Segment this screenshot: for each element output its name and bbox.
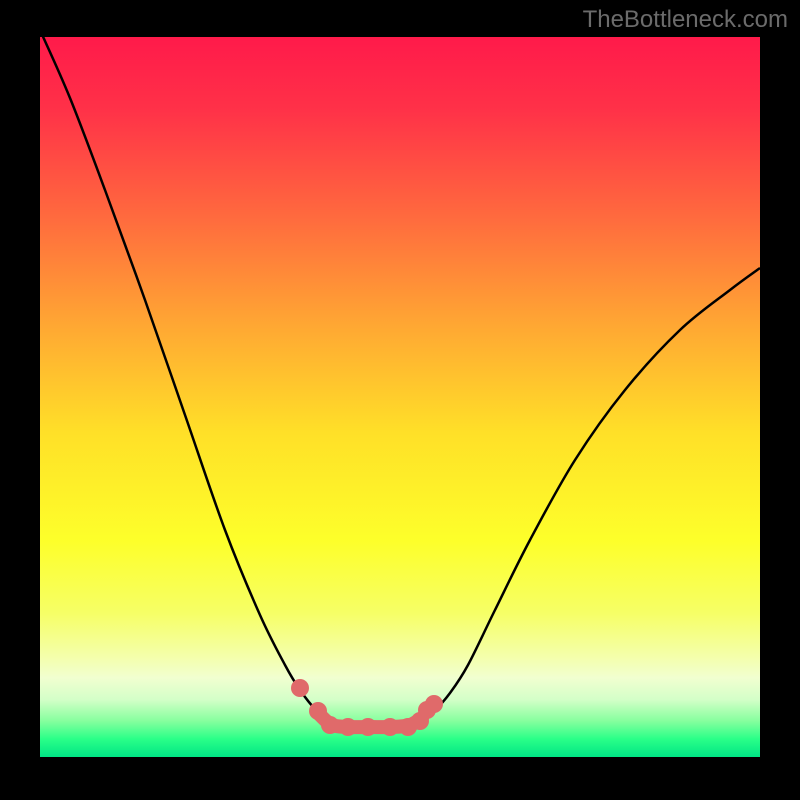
plot-background bbox=[40, 37, 760, 757]
marker-point bbox=[425, 695, 443, 713]
chart-container: TheBottleneck.com bbox=[0, 0, 800, 800]
bottleneck-chart bbox=[0, 0, 800, 800]
marker-point bbox=[291, 679, 309, 697]
marker-point bbox=[381, 718, 399, 736]
marker-point bbox=[321, 716, 339, 734]
marker-point bbox=[359, 718, 377, 736]
watermark-text: TheBottleneck.com bbox=[583, 6, 788, 34]
marker-point bbox=[339, 718, 357, 736]
marker-point bbox=[309, 702, 327, 720]
